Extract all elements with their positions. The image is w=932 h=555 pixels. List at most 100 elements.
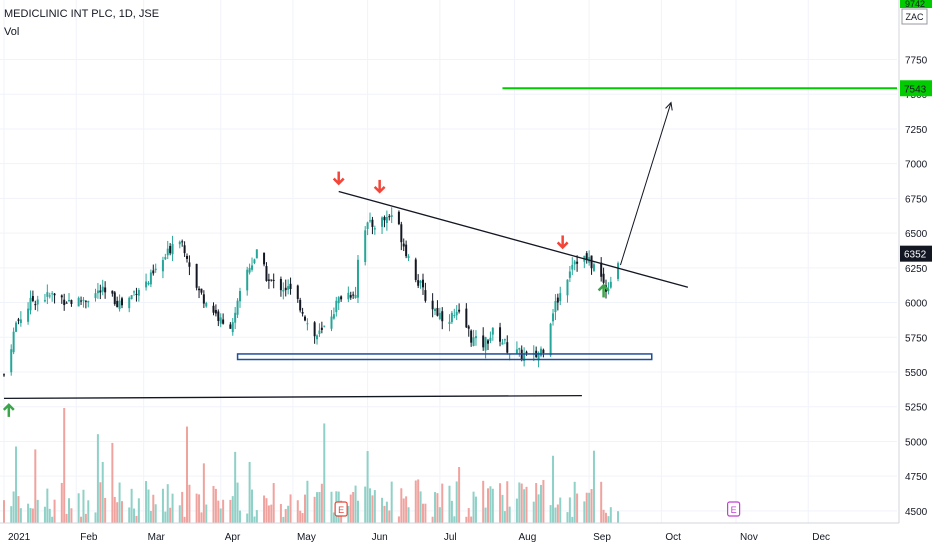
candle-body	[585, 253, 588, 260]
candle-body	[458, 309, 461, 312]
candle-body	[554, 300, 557, 312]
candle-body	[306, 323, 309, 325]
volume-bar	[183, 516, 186, 523]
volume-bar	[405, 496, 408, 523]
volume-bar	[229, 499, 232, 523]
volume-bar	[559, 497, 562, 523]
volume-bar	[200, 512, 203, 523]
red-down-arrow-head	[332, 177, 345, 186]
candle-body	[36, 299, 39, 305]
volume-bar	[499, 483, 502, 523]
candle-body	[506, 342, 509, 353]
candle-body	[133, 291, 136, 293]
volume-bar	[253, 516, 256, 523]
candle-body	[284, 287, 287, 291]
volume-bar	[323, 423, 326, 523]
candle-body	[279, 279, 282, 291]
volume-bar	[29, 508, 32, 523]
volume-bar	[542, 480, 545, 523]
candle-body	[539, 348, 542, 356]
volume-bar	[145, 481, 148, 523]
candle-body	[289, 283, 292, 290]
volume-bar	[554, 507, 557, 523]
volume-bar	[588, 492, 591, 523]
candle-body	[238, 291, 241, 302]
volume-bar	[15, 446, 18, 523]
volume-bar	[402, 498, 405, 523]
candle-body	[518, 347, 521, 350]
volume-bar	[113, 496, 116, 523]
volume-bar	[17, 496, 20, 523]
candle-body	[60, 295, 63, 298]
volume-bar	[491, 488, 494, 523]
candle-body	[164, 257, 167, 260]
candle-body	[34, 304, 37, 306]
candle-body	[111, 290, 114, 294]
volume-bar	[255, 510, 258, 523]
candle-body	[417, 280, 420, 286]
candle-body	[424, 290, 427, 301]
candle-body	[169, 245, 172, 254]
candle-body	[48, 295, 51, 297]
candle-body	[381, 217, 384, 227]
volume-bar	[217, 500, 220, 523]
candle-body	[130, 295, 133, 299]
volume-bar	[602, 509, 605, 523]
projection-arrow-head	[665, 101, 673, 111]
volume-bar	[535, 483, 538, 523]
volume-bar	[366, 451, 369, 523]
grid	[0, 0, 897, 523]
price-tick-label: 6500	[905, 229, 928, 240]
volume-bar	[137, 498, 140, 523]
earnings-marker-icon	[334, 501, 348, 517]
volume-bar	[246, 513, 249, 523]
volume-bar	[356, 500, 359, 523]
target-price-badge	[900, 80, 932, 97]
price-tick-label: 5250	[905, 403, 928, 414]
candle-body	[434, 308, 437, 312]
price-tick-label: 6750	[905, 194, 928, 205]
candle-body	[82, 299, 85, 301]
candle-body	[171, 243, 174, 255]
volume-bar	[43, 506, 46, 523]
candle-body	[149, 272, 152, 285]
volume-bar	[489, 486, 492, 523]
volume-bar	[465, 516, 468, 523]
volume-bar	[316, 492, 319, 523]
axes: 4500 4750 5000 5250 5500 5750 6000 6250 6500 6750…	[0, 0, 932, 543]
candle-body	[438, 312, 441, 320]
volume-bar	[354, 485, 357, 523]
candle-body	[51, 293, 54, 295]
volume-bar	[373, 490, 376, 523]
candle-body	[219, 317, 222, 324]
candle-body	[537, 352, 540, 361]
candle-body	[186, 255, 189, 259]
candle-body	[31, 296, 34, 302]
volume-bar	[130, 488, 133, 523]
volume-bar	[178, 505, 181, 523]
volume-bar	[19, 508, 22, 523]
candle-body	[602, 273, 605, 283]
volume-bar	[188, 484, 191, 523]
candle-body	[304, 316, 306, 321]
candle-body	[369, 220, 372, 222]
volume-bar	[222, 499, 225, 523]
time-tick-label: Nov	[740, 532, 758, 543]
volume-bar	[31, 508, 34, 523]
volume-bar	[152, 494, 155, 523]
base-trendline	[3, 394, 582, 400]
price-tick-label: 7000	[905, 160, 928, 171]
candle-body	[214, 309, 217, 314]
candle-body	[455, 311, 458, 316]
volume-bar	[482, 480, 485, 523]
price-tick-label: 7250	[905, 125, 928, 136]
volume-bar	[458, 467, 461, 523]
volume-bar	[77, 493, 80, 523]
volume-bar	[238, 510, 241, 523]
candle-body	[188, 262, 191, 267]
volume-bar	[46, 488, 49, 523]
volume-bar	[101, 461, 104, 523]
volume-bar	[120, 501, 123, 523]
